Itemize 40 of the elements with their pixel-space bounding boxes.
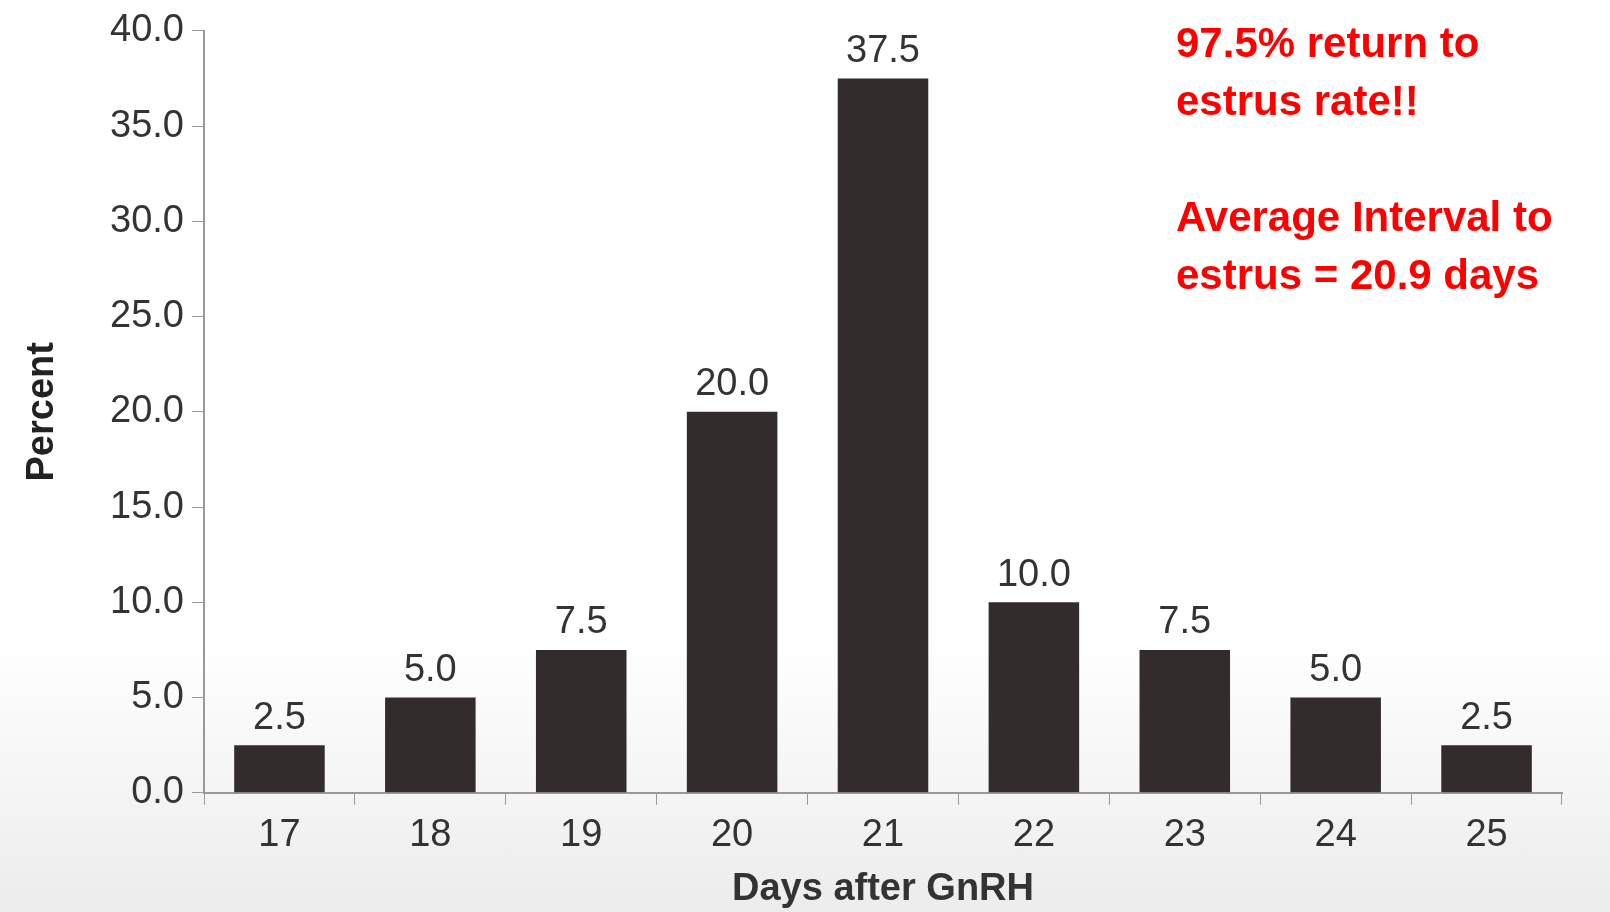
y-tick-label: 5.0 xyxy=(131,674,184,717)
data-label: 2.5 xyxy=(253,694,306,737)
x-tick-label: 17 xyxy=(258,812,301,855)
bar xyxy=(535,649,627,793)
bar xyxy=(988,602,1080,793)
x-tick-label: 19 xyxy=(560,812,603,855)
x-tick-label: 23 xyxy=(1163,812,1206,855)
bar xyxy=(234,745,325,793)
bar xyxy=(837,78,929,793)
x-tick-label: 21 xyxy=(861,812,905,855)
bar xyxy=(1441,745,1532,793)
x-tick-label: 18 xyxy=(409,812,452,855)
annotation: 97.5% return to estrus rate!! xyxy=(1176,18,1481,126)
data-label: 10.0 xyxy=(996,551,1071,594)
x-tick-label: 25 xyxy=(1465,812,1508,855)
bar xyxy=(1139,649,1231,793)
y-tick-label: 30.0 xyxy=(110,197,184,240)
data-label: 7.5 xyxy=(1158,599,1212,642)
y-tick-label: 40.0 xyxy=(110,7,184,50)
bar xyxy=(686,411,778,793)
x-axis-title: Days after GnRH xyxy=(732,865,1034,908)
data-label: 5.0 xyxy=(403,647,457,690)
y-tick-label: 0.0 xyxy=(131,769,184,812)
bar xyxy=(385,697,476,793)
data-label: 37.5 xyxy=(846,27,920,70)
y-tick-label: 20.0 xyxy=(110,388,184,431)
y-tick-label: 25.0 xyxy=(110,293,184,336)
bar xyxy=(1290,697,1381,793)
data-label: 5.0 xyxy=(1309,647,1363,690)
annotation: Average Interval to estrus = 20.9 days xyxy=(1176,192,1554,300)
y-axis-title: Percent xyxy=(19,341,62,482)
x-tick-label: 24 xyxy=(1314,812,1357,855)
y-tick-label: 15.0 xyxy=(110,483,184,526)
x-tick-label: 22 xyxy=(1012,812,1056,855)
y-tick-label: 35.0 xyxy=(110,102,184,145)
x-tick-label: 20 xyxy=(710,812,754,855)
data-label: 7.5 xyxy=(554,599,608,642)
y-tick-label: 10.0 xyxy=(110,578,184,621)
data-label: 20.0 xyxy=(695,361,770,404)
data-label: 2.5 xyxy=(1460,694,1513,737)
